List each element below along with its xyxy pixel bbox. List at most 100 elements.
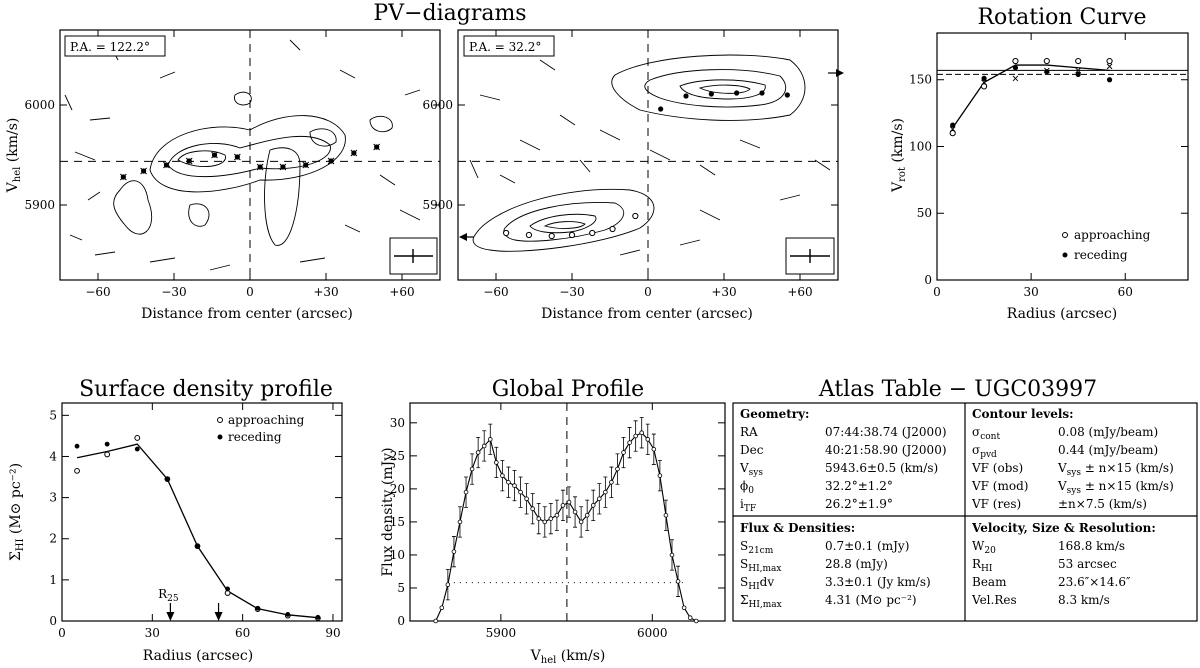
pv1-ytick-label: 5900 bbox=[24, 198, 55, 212]
gp-point bbox=[609, 479, 614, 485]
gp-point bbox=[669, 552, 675, 558]
pv2-beam-box bbox=[785, 237, 835, 275]
sd-xtick-label: 30 bbox=[145, 626, 160, 640]
rc-cross bbox=[949, 126, 956, 132]
gp-point bbox=[548, 516, 554, 521]
rc-cross bbox=[1012, 75, 1019, 82]
pv1-cross bbox=[140, 167, 147, 175]
gp-point bbox=[542, 519, 548, 525]
gp-point bbox=[481, 443, 487, 449]
gp-point bbox=[584, 513, 590, 518]
pv1-label-box bbox=[64, 35, 166, 57]
pv1-xtick-label: −30 bbox=[161, 285, 186, 299]
gp-point bbox=[578, 519, 584, 525]
sd-ytick-label: 3 bbox=[49, 491, 57, 505]
sd-receding-point bbox=[104, 441, 110, 447]
sd-legend: approaching receding bbox=[217, 413, 305, 444]
flux-key: SHI,max bbox=[740, 557, 781, 574]
rc-approaching-point bbox=[1043, 57, 1050, 65]
pv2-recede-point bbox=[683, 93, 689, 99]
sd-ytick-label: 5 bbox=[49, 408, 57, 422]
surface-density-panel: 0 30 60 90 0 1 2 3 4 5 R25 approaching receding R… bbox=[8, 402, 343, 664]
gp-point bbox=[512, 483, 517, 488]
sd-approaching-point bbox=[74, 467, 80, 474]
rc-xtick-label: 0 bbox=[933, 285, 941, 299]
atlas-rows: RA 07:44:38.74 (J2000) Dec 40:21:58.90 (J20… bbox=[739, 425, 1174, 610]
gp-point bbox=[603, 489, 608, 495]
vel-value: 8.3 km/s bbox=[1058, 593, 1110, 607]
pv2-xlabel: Distance from center (arcsec) bbox=[541, 306, 753, 322]
gp-point bbox=[687, 615, 693, 620]
gp-ylabel: Flux density (mJy) bbox=[380, 447, 396, 576]
geometry-title: Geometry: bbox=[740, 407, 810, 421]
gp-point bbox=[639, 430, 645, 436]
vel-title: Velocity, Size & Resolution: bbox=[971, 521, 1156, 535]
pv2-approach-point bbox=[548, 232, 555, 240]
flux-value: 28.8 (mJy) bbox=[825, 557, 888, 571]
sd-points bbox=[74, 435, 321, 622]
rc-legend-receding: receding bbox=[1074, 248, 1128, 262]
pv-title: PV−diagrams bbox=[373, 1, 526, 26]
rc-receding-point bbox=[1106, 77, 1113, 83]
pv2-recede-point bbox=[708, 91, 714, 97]
pv1-ytick-label: 6000 bbox=[24, 98, 55, 112]
contour-key: σcont bbox=[972, 425, 1000, 442]
atlas-table: Geometry: Contour levels: Flux & Densiti… bbox=[732, 402, 1198, 622]
vel-key: Beam bbox=[972, 575, 1007, 589]
sd-title: Surface density profile bbox=[79, 377, 333, 402]
gp-ytick-label: 5 bbox=[397, 581, 405, 595]
sd-xlabel: Radius (arcsec) bbox=[143, 648, 253, 664]
gp-point bbox=[615, 466, 620, 472]
gp-point bbox=[445, 582, 451, 587]
geometry-key: Dec bbox=[740, 443, 764, 457]
gp-xtick-label: 6000 bbox=[637, 626, 668, 640]
contour-value: Vsys ± n×15 (km/s) bbox=[1057, 461, 1174, 478]
gp-point bbox=[554, 513, 560, 518]
gp-ytick-label: 30 bbox=[390, 416, 405, 430]
flux-value: 4.31 (M⊙ pc⁻²) bbox=[825, 593, 917, 607]
gp-point bbox=[633, 433, 638, 439]
gp-point bbox=[463, 489, 469, 495]
sd-ytick-label: 0 bbox=[49, 614, 57, 628]
rc-approaching-point bbox=[1012, 57, 1019, 65]
gp-point bbox=[536, 516, 542, 521]
gp-point bbox=[457, 519, 463, 525]
rc-cross bbox=[1075, 67, 1082, 74]
rc-model-line bbox=[952, 64, 1110, 129]
pv1-cross bbox=[163, 161, 170, 169]
contour-key: VF (mod) bbox=[971, 479, 1028, 493]
pv1-cross bbox=[119, 173, 127, 181]
gp-point bbox=[506, 479, 511, 485]
geometry-value: 5943.6±0.5 (km/s) bbox=[825, 461, 938, 475]
pv-panel-2: −60 −30 0 +30 +60 5900 6000 P.A. = 32.2° bbox=[422, 29, 844, 299]
gp-point bbox=[451, 549, 457, 554]
pv1-xtick-label: −60 bbox=[85, 285, 110, 299]
pv2-ytick-label: 6000 bbox=[422, 98, 453, 112]
gp-point bbox=[693, 618, 699, 624]
gp-point bbox=[645, 437, 651, 442]
sd-r25-label: R25 bbox=[158, 587, 179, 604]
sd-receding-point bbox=[225, 586, 230, 592]
pv2-xtick-label: 0 bbox=[644, 285, 652, 299]
rc-xlabel: Radius (arcsec) bbox=[1007, 306, 1117, 322]
pv1-cross bbox=[256, 163, 264, 171]
pv1-xtick-label: +30 bbox=[313, 285, 338, 299]
sd-model-line bbox=[76, 443, 318, 619]
rc-ylabel: Vrot (km/s) bbox=[890, 118, 908, 193]
gp-ytick-label: 15 bbox=[390, 515, 405, 529]
pv2-approach-point bbox=[589, 229, 596, 237]
flux-title: Flux & Densities: bbox=[740, 521, 855, 535]
flux-key: ΣHI,max bbox=[740, 593, 782, 610]
gp-point bbox=[627, 440, 632, 445]
gp-point bbox=[469, 466, 475, 472]
pv2-approach-point bbox=[568, 231, 576, 239]
pv1-xlabel: Distance from center (arcsec) bbox=[141, 306, 353, 322]
gp-point bbox=[681, 605, 687, 611]
vel-key: Vel.Res bbox=[971, 593, 1017, 607]
rc-approaching-point bbox=[949, 130, 956, 137]
rc-frame bbox=[936, 32, 1189, 281]
gp-point bbox=[518, 489, 523, 495]
rc-ytick-label: 100 bbox=[909, 139, 932, 153]
rc-receding-point bbox=[1044, 69, 1050, 75]
rc-ytick-label: 0 bbox=[924, 273, 932, 287]
